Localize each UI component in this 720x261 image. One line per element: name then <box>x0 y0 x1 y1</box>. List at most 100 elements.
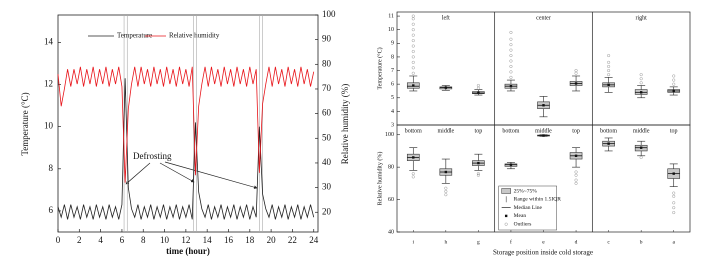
annotation: Defrosting <box>133 151 172 161</box>
outlier <box>476 83 480 88</box>
legend-swatch <box>504 222 508 226</box>
mean-point <box>639 91 643 94</box>
series-line <box>57 78 315 220</box>
line-chart: Defrosting Temperature Relative humidity… <box>20 9 350 256</box>
plot-frame <box>57 14 319 233</box>
series-line <box>57 66 315 183</box>
x-tick-label: c <box>607 239 610 245</box>
mean-point <box>607 142 610 145</box>
mean-point <box>574 154 578 158</box>
y-tick-label: 40 <box>388 229 394 235</box>
mean-point <box>444 170 448 174</box>
mean-point <box>477 91 480 94</box>
outlier <box>411 22 415 26</box>
box-chart: Storage position inside cold storage Tem… <box>376 11 691 257</box>
outlier <box>444 189 448 194</box>
x-tick-label: f <box>510 238 512 245</box>
y-axis-title: Relative humidity (%) <box>376 152 383 206</box>
mean-point <box>672 89 675 93</box>
outlier <box>509 30 513 34</box>
y2-tick-label: 60 <box>322 108 332 118</box>
outlier <box>411 175 415 179</box>
outlier <box>509 70 513 74</box>
outlier <box>444 193 448 197</box>
legend-label: 25%~75% <box>514 188 538 194</box>
y-tick-label: 11 <box>388 13 394 19</box>
y2-tick-label: 90 <box>322 34 332 44</box>
x-tick-label: i <box>413 239 415 245</box>
mean-point <box>509 84 513 88</box>
outlier <box>639 73 643 77</box>
outlier <box>476 172 480 176</box>
outlier <box>509 75 513 79</box>
outlier <box>672 78 676 82</box>
x-tick-label: b <box>640 239 643 245</box>
x-tick-label: 14 <box>203 235 213 245</box>
outlier <box>574 68 578 73</box>
mean-point <box>672 172 675 175</box>
outlier <box>574 181 578 185</box>
y2-tick-label: 70 <box>322 83 332 93</box>
outlier <box>574 173 578 177</box>
x-tick-label: 12 <box>181 235 190 245</box>
group-label: top <box>670 128 678 134</box>
mean-point <box>542 134 545 137</box>
outlier <box>574 71 578 75</box>
arrow <box>125 162 151 185</box>
y-tick-label: 6 <box>49 205 54 215</box>
outlier <box>411 55 415 59</box>
outlier <box>672 74 676 78</box>
y-tick-label: 14 <box>44 36 54 46</box>
outlier <box>574 178 578 182</box>
outlier <box>411 28 415 32</box>
y2-axis-title: Relative humidity (%) <box>340 84 350 164</box>
panel-title: center <box>536 15 551 21</box>
outlier <box>444 186 448 190</box>
panel-title: left <box>442 14 450 21</box>
outlier <box>411 60 415 64</box>
x-tick-label: 18 <box>245 235 255 245</box>
y-tick-label: 9 <box>391 41 394 47</box>
y-tick-label: 12 <box>44 79 53 89</box>
outlier <box>607 54 611 58</box>
x-tick-label: 2 <box>77 235 82 245</box>
mean-point <box>607 83 610 87</box>
outlier <box>607 64 611 69</box>
mean-point <box>477 161 480 165</box>
group-label: bottom <box>502 128 519 134</box>
mean-point <box>412 156 415 159</box>
y-tick-label: 60 <box>388 197 394 203</box>
y2-tick-label: 80 <box>322 58 332 68</box>
x-tick-label: 6 <box>120 235 125 245</box>
outlier <box>639 81 643 85</box>
mean-point <box>542 104 545 107</box>
outlier <box>411 172 415 176</box>
y-tick-label: 8 <box>391 54 394 60</box>
group-label: middle <box>633 128 650 134</box>
legend-label: Range within 1.5IQR <box>514 197 562 203</box>
outlier <box>672 201 676 205</box>
y2-tick-label: 30 <box>322 182 332 192</box>
y2-tick-label: 50 <box>322 132 332 142</box>
outlier <box>411 33 415 37</box>
x-tick-label: 22 <box>288 235 297 245</box>
x-tick-label: h <box>444 239 447 245</box>
x-tick-label: e <box>542 239 545 245</box>
x-tick-label: 4 <box>98 235 103 245</box>
x-tick-label: 0 <box>56 235 61 245</box>
outlier <box>411 39 415 43</box>
outlier <box>574 170 578 174</box>
group-label: top <box>475 128 483 134</box>
outlier <box>509 43 513 47</box>
outlier <box>607 73 611 77</box>
outlier <box>411 44 415 48</box>
outlier <box>672 191 676 195</box>
group-label: bottom <box>405 128 422 134</box>
outlier <box>411 66 415 70</box>
outlier <box>411 17 415 21</box>
outlier <box>639 155 643 159</box>
outlier <box>672 206 676 210</box>
x-axis-title: Storage position inside cold storage <box>493 249 593 257</box>
